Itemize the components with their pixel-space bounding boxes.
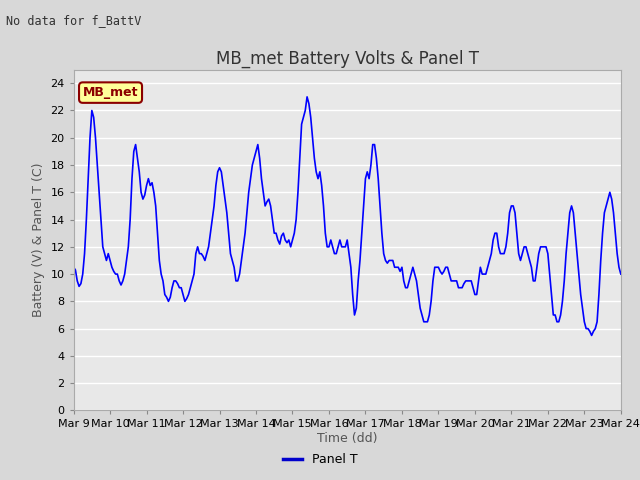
Legend: Panel T: Panel T [278,448,362,471]
X-axis label: Time (dd): Time (dd) [317,432,378,445]
Text: MB_met: MB_met [83,86,138,99]
Y-axis label: Battery (V) & Panel T (C): Battery (V) & Panel T (C) [32,163,45,317]
Text: No data for f_BattV: No data for f_BattV [6,14,142,27]
Title: MB_met Battery Volts & Panel T: MB_met Battery Volts & Panel T [216,50,479,68]
